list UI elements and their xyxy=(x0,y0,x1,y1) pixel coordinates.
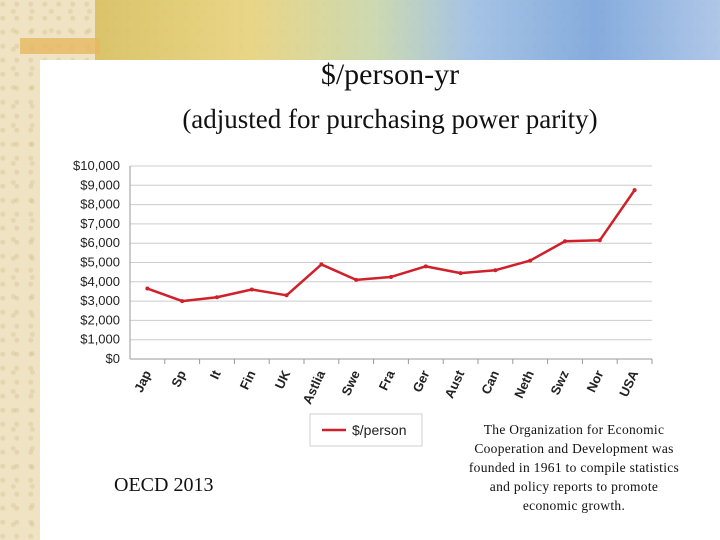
decorative-accent xyxy=(20,38,100,54)
x-tick-label: UK xyxy=(272,367,294,391)
slide-subtitle: (adjusted for purchasing power parity) xyxy=(182,104,598,134)
y-tick-label: $0 xyxy=(106,351,120,366)
y-tick-label: $5,000 xyxy=(80,255,120,270)
series-line xyxy=(146,189,636,303)
y-tick-label: $2,000 xyxy=(80,312,120,327)
slide-title: $/person-yr xyxy=(320,58,460,91)
x-tick-label: Jap xyxy=(131,368,154,395)
x-tick-label: Nor xyxy=(583,368,606,395)
data-point xyxy=(632,188,637,193)
data-point xyxy=(423,264,428,269)
data-point xyxy=(458,271,463,276)
y-tick-label: $9,000 xyxy=(80,177,120,192)
data-point xyxy=(597,238,602,243)
x-tick-label: Ger xyxy=(409,368,432,395)
data-point xyxy=(145,286,150,291)
source-citation: OECD 2013 xyxy=(114,474,214,496)
data-point xyxy=(319,262,324,267)
data-point xyxy=(354,277,359,282)
x-tick-label: Aust xyxy=(442,367,468,400)
x-tick-label: Fra xyxy=(376,367,398,392)
x-tick-label: Fin xyxy=(237,368,259,392)
x-tick-label: Swe xyxy=(338,368,363,398)
x-tick-label: Sp xyxy=(168,368,189,389)
chart-area: $0 $1,000 $2,000 $3,000 $4,000 $5,000 $6,000 $7… xyxy=(56,148,670,460)
data-point xyxy=(563,239,567,244)
oecd-note: The Organization for Economic Cooperatio… xyxy=(468,422,680,513)
x-tick-label: Swz xyxy=(547,367,571,397)
y-tick-label: $3,000 xyxy=(80,293,120,308)
data-point xyxy=(215,295,219,300)
y-tick-label: $7,000 xyxy=(80,216,120,231)
data-point xyxy=(249,287,254,292)
x-tick-label: Astlia xyxy=(300,367,329,406)
legend-label: $/person xyxy=(352,422,406,438)
data-point xyxy=(284,293,289,298)
data-point xyxy=(389,274,393,279)
x-tick-label: It xyxy=(207,367,224,381)
y-tick-label: $10,000 xyxy=(73,158,120,173)
y-tick-label: $4,000 xyxy=(80,274,120,289)
line-chart: $0 $1,000 $2,000 $3,000 $4,000 $5,000 $6,000 $7… xyxy=(73,158,653,447)
y-tick-label: $1,000 xyxy=(80,332,120,347)
x-tick-label: Can xyxy=(478,368,502,397)
data-point xyxy=(528,258,533,263)
y-tick-label: $6,000 xyxy=(80,235,120,250)
x-tick-label: USA xyxy=(616,367,641,399)
data-point xyxy=(180,299,185,304)
y-tick-label: $8,000 xyxy=(80,197,120,212)
decorative-banner xyxy=(95,0,720,60)
x-tick-label: Neth xyxy=(511,368,537,401)
data-point xyxy=(493,268,498,273)
